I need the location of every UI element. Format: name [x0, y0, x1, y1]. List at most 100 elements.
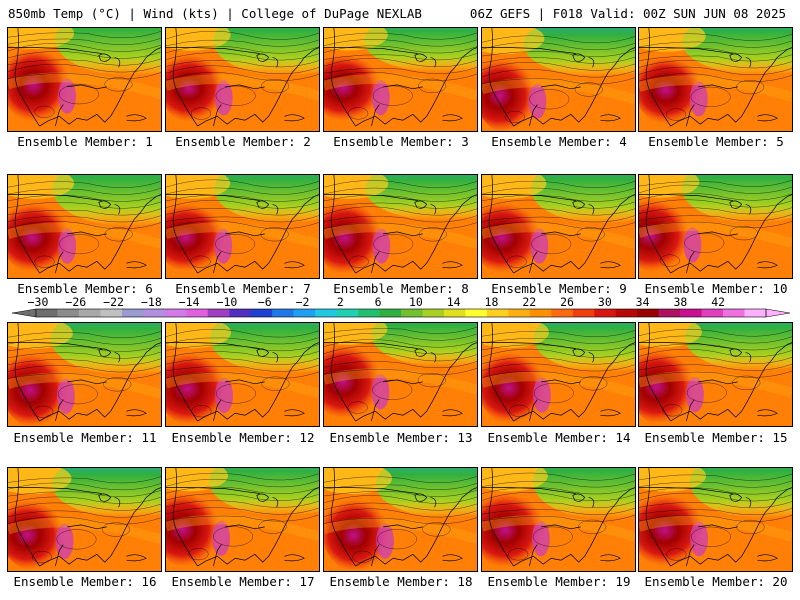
ensemble-member-label: Ensemble Member: 15	[644, 430, 788, 445]
colorbar-tick-label: −30	[28, 297, 49, 309]
colorbar-swatch	[143, 309, 166, 317]
ensemble-map-19	[481, 467, 636, 572]
colorbar-swatch	[78, 309, 101, 317]
ensemble-map-3	[323, 27, 478, 132]
ensemble-map-12	[165, 322, 320, 427]
colorbar-swatch	[443, 309, 466, 317]
colorbar-swatch	[701, 309, 724, 317]
colorbar-tick-label: −10	[217, 297, 238, 309]
colorbar-swatch	[401, 309, 423, 317]
ensemble-map-4	[481, 27, 636, 132]
colorbar-tick-label: −22	[103, 297, 124, 309]
colorbar-swatch	[658, 309, 681, 317]
colorbar-right-arrow	[765, 308, 791, 318]
colorbar-swatch	[486, 309, 509, 317]
colorbar-swatch	[594, 309, 617, 317]
ensemble-member-label: Ensemble Member: 7	[175, 281, 311, 296]
ensemble-map-7	[165, 174, 320, 279]
colorbar-swatch	[272, 309, 294, 317]
colorbar-swatch	[551, 309, 574, 317]
colorbar-swatch	[637, 309, 659, 317]
ensemble-member-label: Ensemble Member: 16	[13, 574, 157, 589]
colorbar-swatch	[680, 309, 702, 317]
ensemble-member-label: Ensemble Member: 8	[333, 281, 469, 296]
colorbar-tick-label: 14	[447, 297, 461, 309]
colorbar-swatch	[422, 309, 445, 317]
colorbar-tick-label: −14	[179, 297, 200, 309]
ensemble-member-label: Ensemble Member: 4	[491, 134, 627, 149]
colorbar-swatch	[615, 309, 638, 317]
colorbar-tick-label: 2	[337, 297, 344, 309]
ensemble-map-10	[638, 174, 793, 279]
ensemble-member-label: Ensemble Member: 3	[333, 134, 469, 149]
colorbar-left-arrow	[11, 308, 37, 318]
colorbar-swatch	[293, 309, 316, 317]
ensemble-map-18	[323, 467, 478, 572]
colorbar-tick-label: 26	[560, 297, 574, 309]
ensemble-member-label: Ensemble Member: 18	[329, 574, 473, 589]
colorbar-tick-label: 18	[485, 297, 499, 309]
color-scale-bar: −30 −26 −22 −18 −14 −10 −6 −2 2 6 10 14 18 22 26 30 34 38…	[8, 297, 794, 323]
ensemble-map-13	[323, 322, 478, 427]
ensemble-map-20	[638, 467, 793, 572]
colorbar-swatch	[465, 309, 488, 317]
colorbar-swatch	[164, 309, 187, 317]
colorbar-tick-label: −18	[141, 297, 162, 309]
colorbar-swatch	[723, 309, 745, 317]
colorbar-swatch	[529, 309, 552, 317]
ensemble-member-label: Ensemble Member: 14	[487, 430, 631, 445]
colorbar-swatch	[100, 309, 123, 317]
colorbar-swatch	[336, 309, 359, 317]
colorbar-swatch	[207, 309, 230, 317]
ensemble-map-6	[7, 174, 162, 279]
colorbar-tick-label: 10	[409, 297, 423, 309]
ensemble-member-label: Ensemble Member: 20	[644, 574, 788, 589]
colorbar-outline	[35, 308, 767, 318]
colorbar-swatch	[744, 309, 767, 317]
colorbar-tick-label: 30	[598, 297, 612, 309]
colorbar-swatch	[572, 309, 595, 317]
ensemble-member-label: Ensemble Member: 10	[644, 281, 788, 296]
ensemble-map-2	[165, 27, 320, 132]
colorbar-tick-label: −26	[65, 297, 86, 309]
ensemble-member-label: Ensemble Member: 19	[487, 574, 631, 589]
colorbar-swatch	[229, 309, 252, 317]
colorbar-swatch	[36, 309, 58, 317]
colorbar-swatch	[250, 309, 273, 317]
colorbar-tick-label: 34	[636, 297, 650, 309]
ensemble-map-15	[638, 322, 793, 427]
ensemble-member-label: Ensemble Member: 2	[175, 134, 311, 149]
colorbar-swatch	[57, 309, 80, 317]
ensemble-map-14	[481, 322, 636, 427]
colorbar-swatch	[508, 309, 531, 317]
ensemble-member-label: Ensemble Member: 1	[17, 134, 153, 149]
colorbar-swatch	[121, 309, 144, 317]
colorbar-svg: −30 −26 −22 −18 −14 −10 −6 −2 2 6 10 14 18 22 26 30 34 38…	[11, 297, 791, 318]
colorbar-tick-label: −6	[258, 297, 272, 309]
ensemble-map-11	[7, 322, 162, 427]
colorbar-swatch	[315, 309, 337, 317]
ensemble-member-label: Ensemble Member: 5	[648, 134, 784, 149]
ensemble-member-label: Ensemble Member: 6	[17, 281, 153, 296]
colorbar-swatch	[186, 309, 209, 317]
ensemble-member-label: Ensemble Member: 17	[171, 574, 315, 589]
ensemble-map-1	[7, 27, 162, 132]
colorbar-tick-label: 38	[673, 297, 687, 309]
colorbar-tick-label: 6	[375, 297, 382, 309]
colorbar-swatch	[358, 309, 380, 317]
colorbar-tick-label: −2	[296, 297, 310, 309]
valid-time: 06Z GEFS | F018 Valid: 00Z SUN JUN 08 20…	[469, 6, 786, 21]
ensemble-map-17	[165, 467, 320, 572]
ensemble-map-16	[7, 467, 162, 572]
colorbar-tick-label: 42	[711, 297, 725, 309]
ensemble-member-label: Ensemble Member: 12	[171, 430, 315, 445]
ensemble-map-8	[323, 174, 478, 279]
ensemble-member-label: Ensemble Member: 11	[13, 430, 157, 445]
ensemble-map-9	[481, 174, 636, 279]
ensemble-member-label: Ensemble Member: 9	[491, 281, 627, 296]
ensemble-member-label: Ensemble Member: 13	[329, 430, 473, 445]
colorbar-swatch	[379, 309, 402, 317]
map-title: 850mb Temp (°C) | Wind (kts) | College o…	[8, 6, 422, 21]
colorbar-tick-label: 22	[522, 297, 536, 309]
ensemble-map-5	[638, 27, 793, 132]
